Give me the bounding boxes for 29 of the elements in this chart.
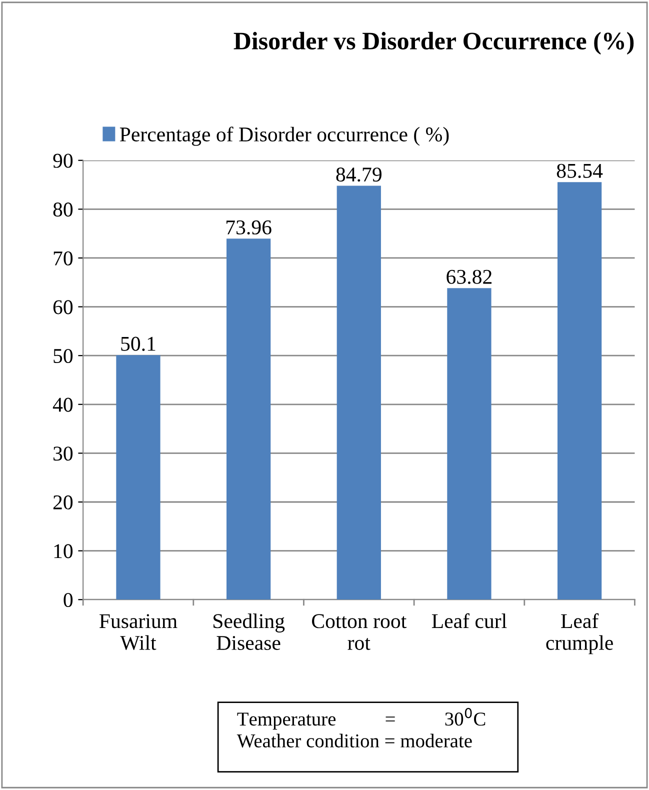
bar xyxy=(557,182,602,600)
bar xyxy=(226,238,271,600)
text: Temperature = 30$^{0}$C xyxy=(237,708,486,730)
y-tick-label: 30 xyxy=(54,446,73,461)
bar xyxy=(447,288,492,600)
data-label: 85.54 xyxy=(556,164,603,178)
x-tick-label: Seedling Disease xyxy=(214,614,285,650)
y-tick-label: 0 xyxy=(64,592,73,608)
text: Weather condition = moderate xyxy=(236,734,472,748)
y-tick-label: 80 xyxy=(53,202,73,217)
data-label: 73.96 xyxy=(226,220,272,235)
legend-label: Percentage of Disorder occurrence ( %) xyxy=(120,126,449,146)
data-label: 50.1 xyxy=(121,336,156,351)
y-tick-label: 20 xyxy=(53,495,73,510)
bar xyxy=(336,186,381,600)
y-tick-label: 40 xyxy=(52,398,73,412)
x-tick-label: Cotton root rot xyxy=(312,614,407,650)
y-tick-label: 50 xyxy=(54,348,73,364)
y-tick-label: 90 xyxy=(53,154,73,168)
x-tick-label: Leaf curl xyxy=(432,613,507,628)
data-label: 63.82 xyxy=(446,270,492,284)
y-tick-label: 60 xyxy=(53,300,73,314)
y-tick-label: 70 xyxy=(54,251,73,266)
chart-title: Disorder vs Disorder Occurrence (%) xyxy=(234,32,634,55)
x-tick-label: Fusarium Wilt xyxy=(99,614,178,650)
bar xyxy=(116,355,160,600)
y-tick-label: 10 xyxy=(54,544,73,558)
x-tick-label: Leaf crumple xyxy=(546,613,613,654)
data-label: 84.79 xyxy=(336,168,382,182)
